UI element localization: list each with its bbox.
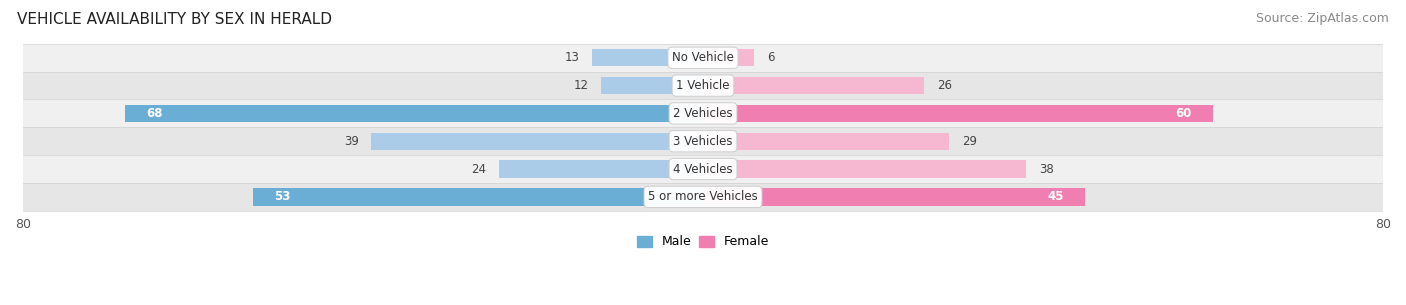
Text: 6: 6: [766, 51, 775, 64]
Text: No Vehicle: No Vehicle: [672, 51, 734, 64]
Text: 12: 12: [574, 79, 588, 92]
Text: 39: 39: [344, 135, 359, 148]
Text: 53: 53: [274, 190, 290, 203]
Bar: [600, 77, 703, 94]
Bar: [703, 160, 1026, 178]
Text: 13: 13: [565, 51, 579, 64]
Text: 24: 24: [471, 163, 486, 176]
Bar: [703, 77, 924, 94]
Bar: [703, 133, 949, 150]
Bar: [22, 127, 1384, 155]
Bar: [125, 105, 703, 122]
Text: 1 Vehicle: 1 Vehicle: [676, 79, 730, 92]
Text: 4 Vehicles: 4 Vehicles: [673, 163, 733, 176]
Text: 5 or more Vehicles: 5 or more Vehicles: [648, 190, 758, 203]
Text: 3 Vehicles: 3 Vehicles: [673, 135, 733, 148]
Bar: [253, 188, 703, 206]
Text: 38: 38: [1039, 163, 1053, 176]
Bar: [592, 49, 703, 66]
Bar: [703, 188, 1085, 206]
Bar: [22, 72, 1384, 99]
Text: 68: 68: [146, 107, 163, 120]
Bar: [22, 99, 1384, 127]
Bar: [22, 183, 1384, 211]
Bar: [499, 160, 703, 178]
Text: VEHICLE AVAILABILITY BY SEX IN HERALD: VEHICLE AVAILABILITY BY SEX IN HERALD: [17, 12, 332, 27]
Text: 26: 26: [936, 79, 952, 92]
Text: 45: 45: [1047, 190, 1064, 203]
Text: 29: 29: [962, 135, 977, 148]
Bar: [703, 105, 1213, 122]
Text: Source: ZipAtlas.com: Source: ZipAtlas.com: [1256, 12, 1389, 25]
Bar: [22, 44, 1384, 72]
Legend: Male, Female: Male, Female: [631, 231, 775, 253]
Bar: [22, 155, 1384, 183]
Bar: [703, 49, 754, 66]
Bar: [371, 133, 703, 150]
Text: 60: 60: [1175, 107, 1192, 120]
Text: 2 Vehicles: 2 Vehicles: [673, 107, 733, 120]
